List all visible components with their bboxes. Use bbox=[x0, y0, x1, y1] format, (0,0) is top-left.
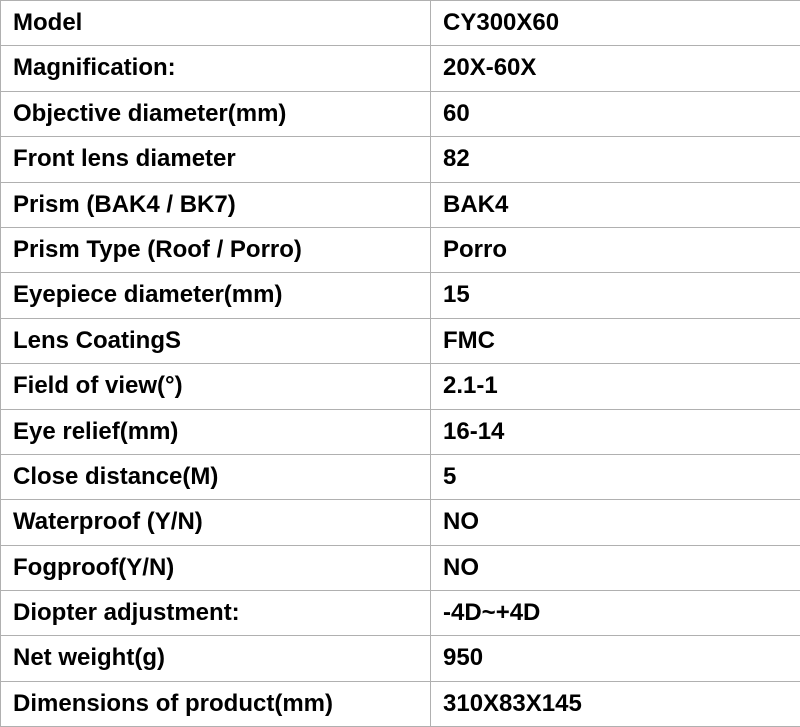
spec-value: 15 bbox=[431, 273, 800, 318]
spec-label: Model bbox=[1, 1, 431, 46]
spec-label: Lens CoatingS bbox=[1, 318, 431, 363]
table-row: Lens CoatingSFMC bbox=[1, 318, 800, 363]
spec-value: FMC bbox=[431, 318, 800, 363]
spec-label: Objective diameter(mm) bbox=[1, 91, 431, 136]
spec-value: CY300X60 bbox=[431, 1, 800, 46]
table-row: Waterproof (Y/N)NO bbox=[1, 500, 800, 545]
spec-label: Net weight(g) bbox=[1, 636, 431, 681]
spec-table-body: ModelCY300X60 Magnification:20X-60X Obje… bbox=[1, 1, 800, 727]
table-row: Eye relief(mm)16-14 bbox=[1, 409, 800, 454]
table-row: Dimensions of product(mm)310X83X145 bbox=[1, 681, 800, 726]
spec-label: Fogproof(Y/N) bbox=[1, 545, 431, 590]
spec-value: NO bbox=[431, 545, 800, 590]
table-row: Magnification:20X-60X bbox=[1, 46, 800, 91]
spec-label: Close distance(M) bbox=[1, 454, 431, 499]
table-row: Diopter adjustment:-4D~+4D bbox=[1, 591, 800, 636]
spec-label: Prism Type (Roof / Porro) bbox=[1, 227, 431, 272]
table-row: Front lens diameter82 bbox=[1, 137, 800, 182]
spec-value: NO bbox=[431, 500, 800, 545]
spec-value: BAK4 bbox=[431, 182, 800, 227]
spec-label: Front lens diameter bbox=[1, 137, 431, 182]
spec-label: Prism (BAK4 / BK7) bbox=[1, 182, 431, 227]
spec-value: Porro bbox=[431, 227, 800, 272]
table-row: Objective diameter(mm)60 bbox=[1, 91, 800, 136]
spec-label: Eye relief(mm) bbox=[1, 409, 431, 454]
spec-label: Magnification: bbox=[1, 46, 431, 91]
table-row: Net weight(g)950 bbox=[1, 636, 800, 681]
spec-value: 950 bbox=[431, 636, 800, 681]
spec-value: 82 bbox=[431, 137, 800, 182]
spec-value: 5 bbox=[431, 454, 800, 499]
spec-label: Field of view(°) bbox=[1, 364, 431, 409]
table-row: Prism (BAK4 / BK7)BAK4 bbox=[1, 182, 800, 227]
table-row: Prism Type (Roof / Porro)Porro bbox=[1, 227, 800, 272]
table-row: Field of view(°)2.1-1 bbox=[1, 364, 800, 409]
spec-label: Eyepiece diameter(mm) bbox=[1, 273, 431, 318]
spec-label: Dimensions of product(mm) bbox=[1, 681, 431, 726]
spec-value: 20X-60X bbox=[431, 46, 800, 91]
spec-label: Diopter adjustment: bbox=[1, 591, 431, 636]
spec-value: 2.1-1 bbox=[431, 364, 800, 409]
spec-label: Waterproof (Y/N) bbox=[1, 500, 431, 545]
spec-value: 310X83X145 bbox=[431, 681, 800, 726]
spec-table: ModelCY300X60 Magnification:20X-60X Obje… bbox=[0, 0, 800, 727]
spec-value: 16-14 bbox=[431, 409, 800, 454]
table-row: ModelCY300X60 bbox=[1, 1, 800, 46]
spec-value: 60 bbox=[431, 91, 800, 136]
spec-value: -4D~+4D bbox=[431, 591, 800, 636]
table-row: Fogproof(Y/N)NO bbox=[1, 545, 800, 590]
table-row: Eyepiece diameter(mm)15 bbox=[1, 273, 800, 318]
table-row: Close distance(M)5 bbox=[1, 454, 800, 499]
